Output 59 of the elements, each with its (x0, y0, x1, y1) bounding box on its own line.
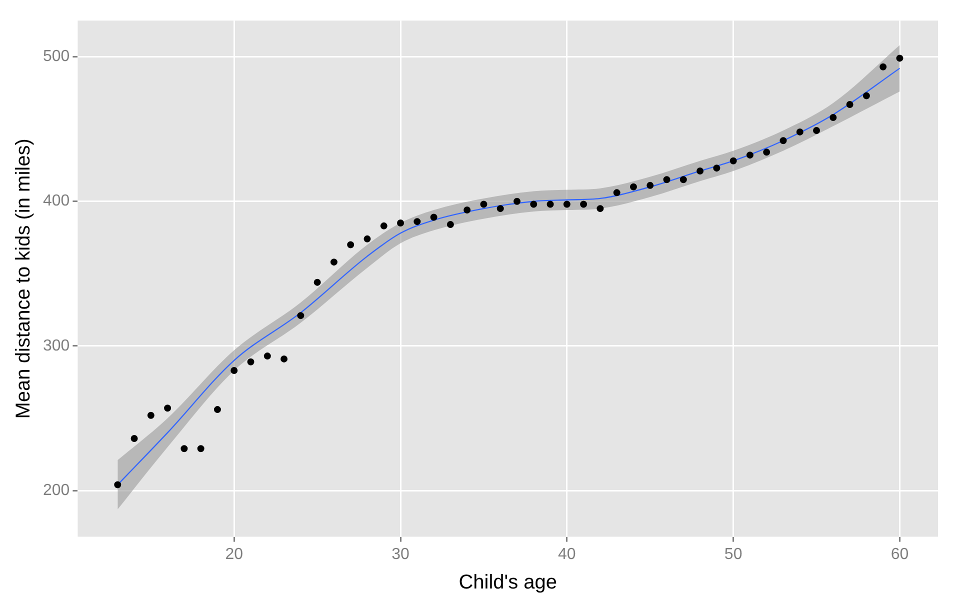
point (846, 100, 854, 108)
point (364, 235, 371, 242)
point (464, 206, 471, 214)
point (696, 167, 704, 174)
point (862, 92, 870, 100)
x-tick-label: 60 (890, 546, 909, 563)
point (680, 176, 687, 184)
point (164, 404, 172, 412)
point (713, 164, 720, 172)
point (830, 114, 837, 121)
point (763, 148, 770, 156)
point (430, 214, 438, 221)
point (247, 358, 254, 366)
x-tick-label: 20 (225, 546, 244, 563)
point (514, 198, 520, 205)
point (114, 481, 122, 488)
point (197, 445, 204, 452)
x-tick-label: 40 (558, 546, 576, 563)
point (414, 218, 421, 226)
point (580, 200, 588, 208)
point (147, 412, 154, 419)
point (130, 434, 138, 442)
point (546, 200, 554, 208)
point (663, 176, 670, 184)
point (446, 220, 454, 228)
point (646, 182, 654, 189)
x-tick-label: 50 (724, 546, 742, 563)
point (496, 205, 504, 212)
x-axis-title: Child's age (458, 572, 558, 594)
point (596, 205, 604, 212)
point (397, 220, 404, 227)
point (813, 126, 820, 134)
point (563, 200, 570, 208)
point (297, 312, 304, 320)
point (630, 183, 637, 190)
point (380, 222, 388, 230)
point (746, 152, 754, 159)
y-axis-title: Mean distance to kids (in miles) (12, 138, 35, 419)
point (214, 406, 221, 414)
point (230, 367, 238, 374)
point (896, 54, 904, 62)
point (730, 157, 737, 164)
x-tick-label: 30 (392, 546, 410, 563)
point (796, 128, 804, 136)
point (613, 189, 620, 196)
point (264, 352, 271, 360)
point (347, 241, 354, 248)
point (880, 63, 887, 70)
y-tick-label: 400 (42, 192, 70, 210)
y-tick-label: 500 (42, 48, 70, 66)
point (280, 355, 288, 362)
point (480, 200, 488, 208)
point (330, 258, 338, 266)
y-tick-label: 200 (42, 482, 70, 499)
point (530, 200, 538, 208)
y-tick-label: 300 (42, 337, 70, 354)
point (780, 137, 787, 144)
point (314, 278, 321, 286)
point (180, 445, 188, 452)
